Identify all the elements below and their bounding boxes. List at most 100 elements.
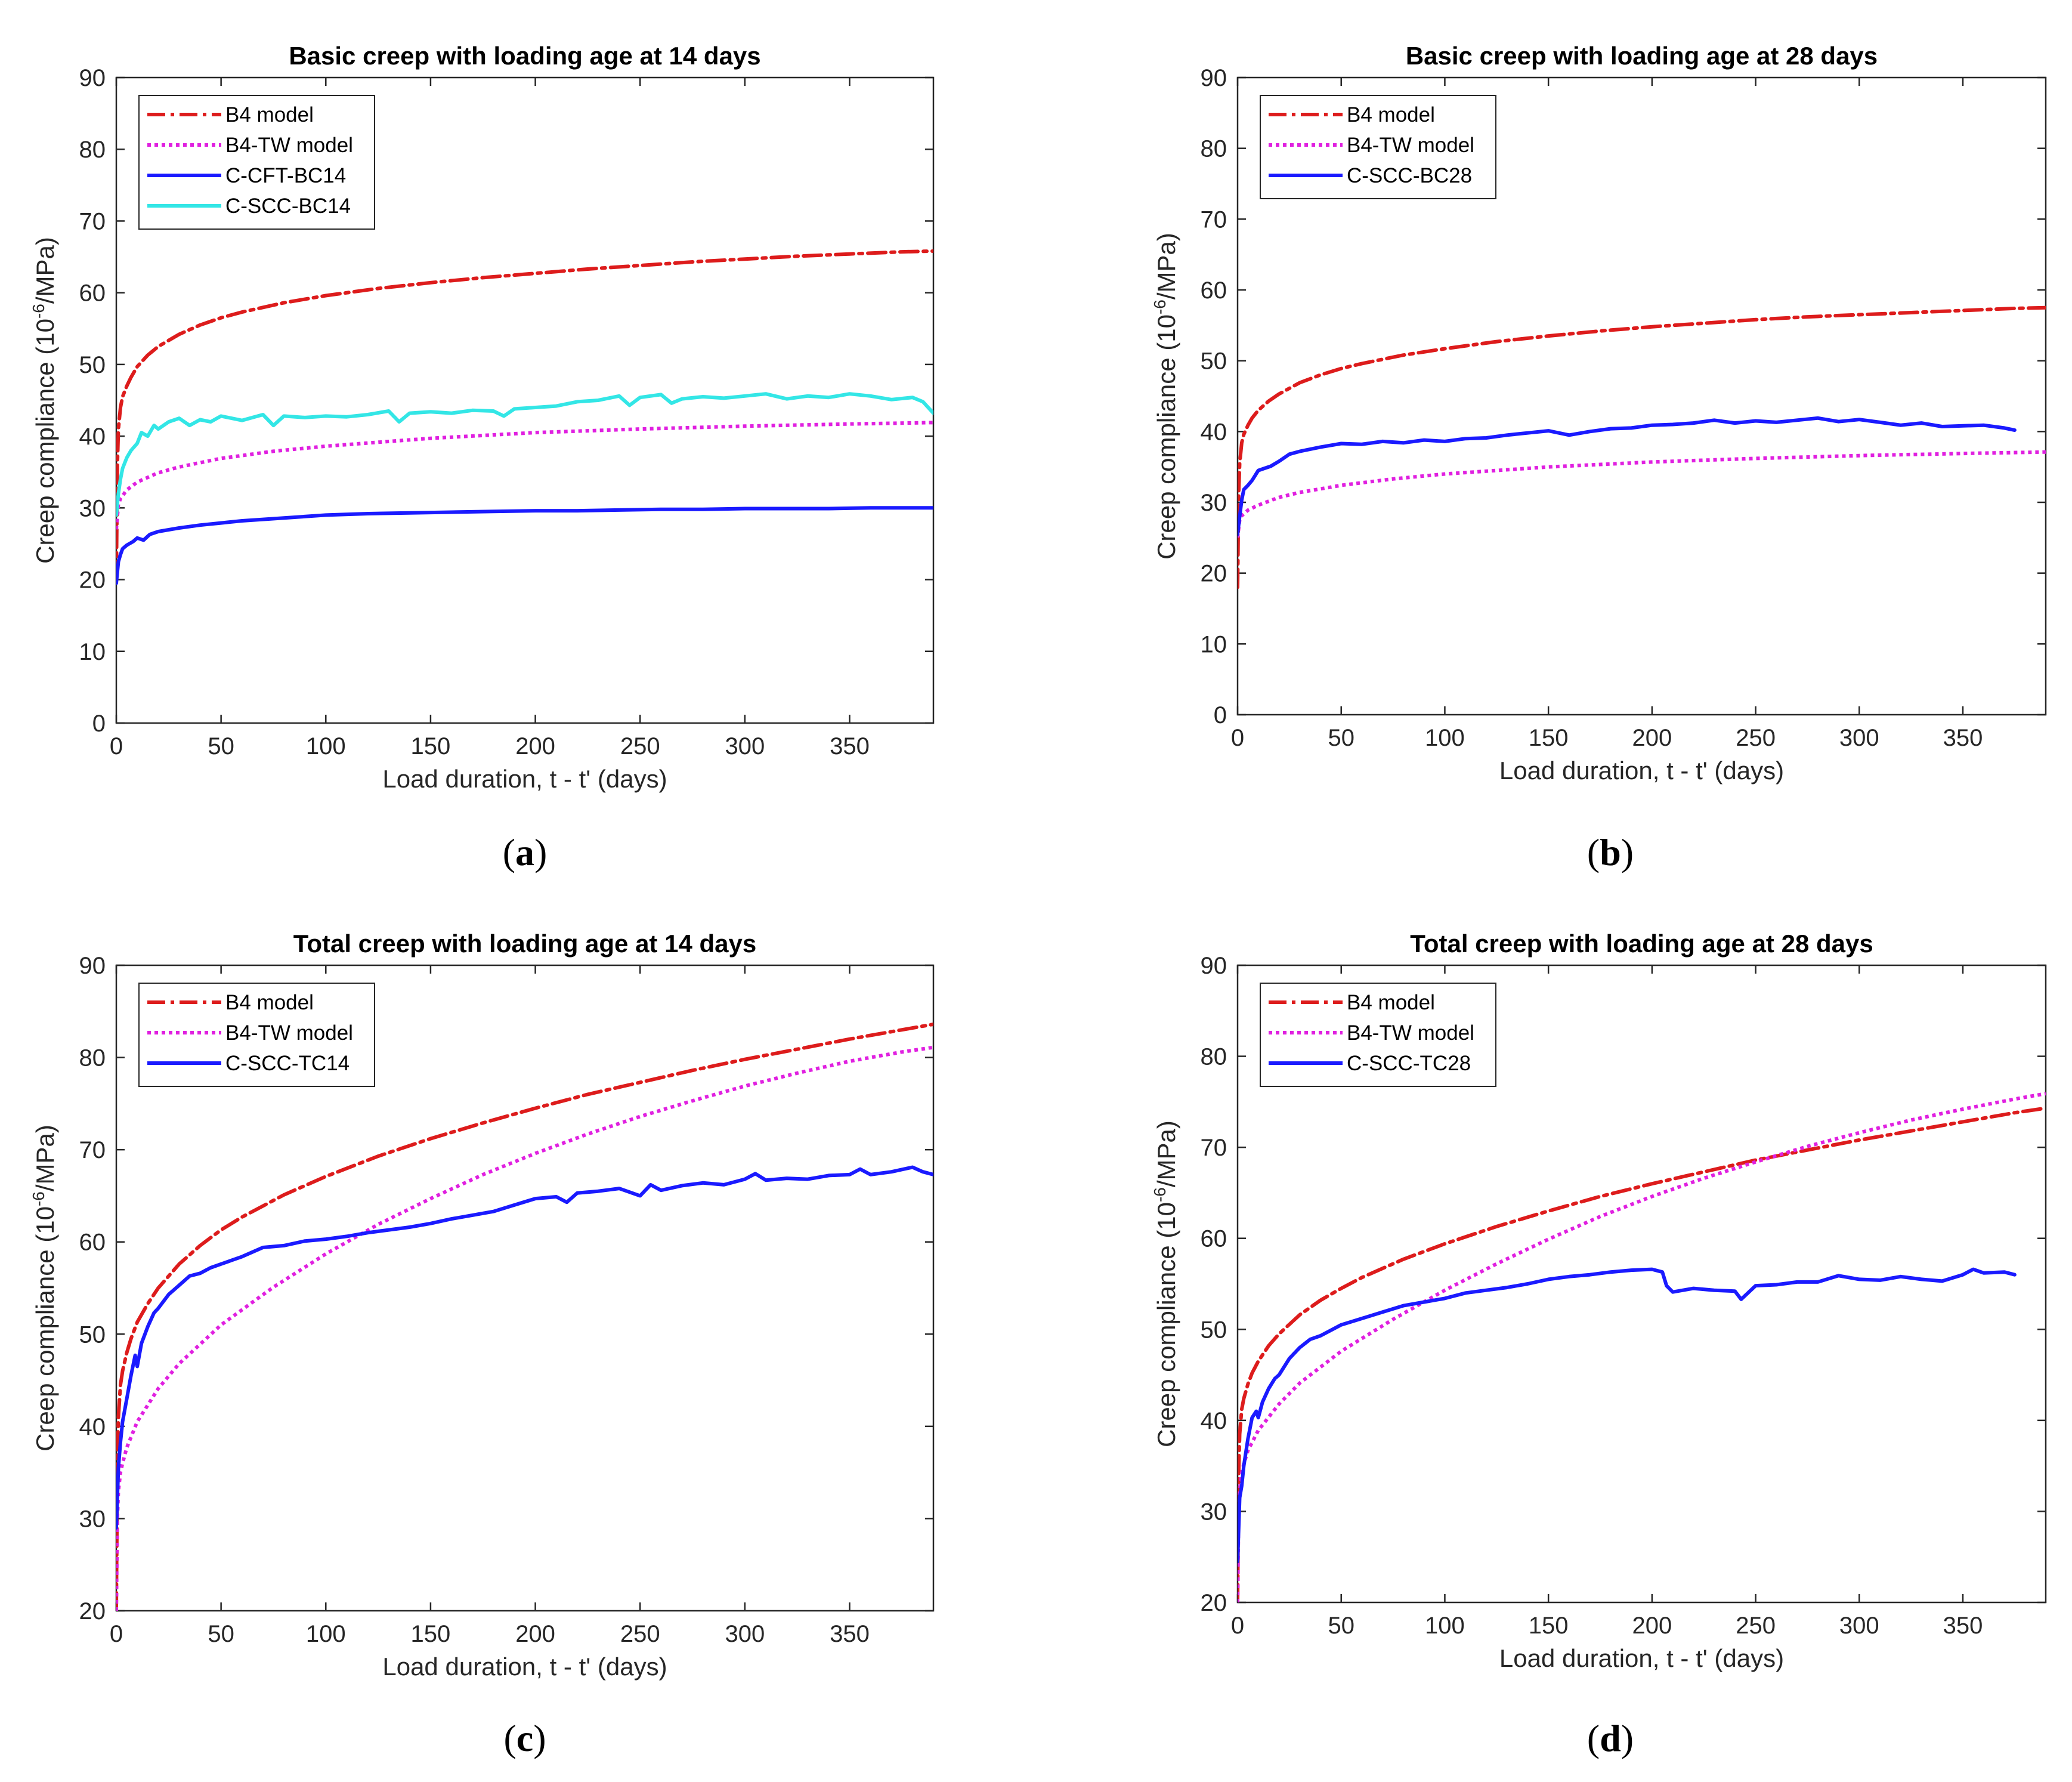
caption-letter: c bbox=[517, 1717, 533, 1759]
x-tick-label: 50 bbox=[1328, 1613, 1354, 1639]
series-group bbox=[1238, 1092, 2046, 1602]
y-tick-label: 50 bbox=[79, 352, 106, 378]
series-line-b4-tw-model bbox=[116, 1045, 933, 1611]
y-axis-label-main: Creep compliance (10 bbox=[31, 1206, 59, 1451]
legend-label: B4-TW model bbox=[1347, 1021, 1474, 1045]
y-tick-label: 40 bbox=[79, 1414, 106, 1440]
caption-open-paren: ( bbox=[1587, 1717, 1600, 1759]
y-tick-label: 60 bbox=[1201, 277, 1227, 304]
legend-box bbox=[1260, 983, 1496, 1087]
y-tick-label: 40 bbox=[1201, 1408, 1227, 1434]
chart-panel-d: 0 50 100 150 200 250 300 350 20 30 40 50 60 70 80 90 Tot… bbox=[1151, 929, 2047, 1759]
y-axis-label: Creep compliance (10-6/MPa) bbox=[29, 1125, 59, 1451]
x-tick-label: 350 bbox=[830, 1621, 870, 1647]
y-axis-label: Creep compliance (10-6/MPa) bbox=[1151, 233, 1180, 560]
y-tick-label: 50 bbox=[1201, 1317, 1227, 1343]
y-tick-label: 70 bbox=[1201, 1135, 1227, 1161]
y-axis-label-exponent: -6 bbox=[29, 304, 48, 319]
y-axis-label-main: Creep compliance (10 bbox=[1152, 314, 1180, 560]
legend: B4 model B4-TW model C-CFT-BC14 C-SCC-BC14 bbox=[138, 95, 375, 230]
x-tick-label: 0 bbox=[110, 733, 123, 759]
series-line-b4-model bbox=[1238, 1106, 2046, 1602]
x-axis-label: Load duration, t - t' (days) bbox=[1499, 1644, 1784, 1672]
y-axis-label-unit: /MPa) bbox=[31, 237, 59, 304]
legend-box bbox=[1260, 95, 1496, 199]
y-tick-label: 60 bbox=[79, 280, 106, 307]
y-tick-label: 30 bbox=[79, 1506, 106, 1532]
y-axis-label-exponent: -6 bbox=[1151, 1187, 1169, 1202]
x-tick-label: 250 bbox=[620, 733, 660, 759]
series-line-c-cft-bc14 bbox=[116, 506, 933, 585]
x-tick-label: 50 bbox=[208, 1621, 234, 1647]
y-tick-label: 0 bbox=[92, 711, 106, 737]
legend: B4 model B4-TW model C-SCC-TC28 bbox=[1260, 983, 1496, 1087]
y-tick-label: 20 bbox=[1201, 561, 1227, 587]
x-tick-label: 150 bbox=[411, 1621, 451, 1647]
chart-panel-c: 0 50 100 150 200 250 300 350 20 30 40 50 60 70 80 90 Tot… bbox=[29, 929, 935, 1759]
y-tick-label: 30 bbox=[1201, 1499, 1227, 1525]
x-tick-label: 350 bbox=[1943, 725, 1983, 751]
chart-title: Basic creep with loading age at 14 days bbox=[289, 42, 760, 70]
series-group bbox=[116, 249, 933, 585]
x-tick-label: 200 bbox=[1632, 725, 1672, 751]
caption-letter: a bbox=[515, 831, 534, 873]
y-tick-label: 80 bbox=[79, 137, 106, 163]
y-tick-label: 20 bbox=[79, 567, 106, 594]
y-tick-label: 90 bbox=[1201, 953, 1227, 979]
series-line-b4-tw-model bbox=[116, 421, 933, 530]
x-tick-label: 50 bbox=[1328, 725, 1354, 751]
y-tick-label: 90 bbox=[79, 65, 106, 91]
legend-label: C-SCC-BC14 bbox=[225, 194, 351, 218]
y-tick-label: 50 bbox=[1201, 348, 1227, 375]
panel-caption: (d) bbox=[1587, 1717, 1634, 1759]
x-tick-label: 350 bbox=[1943, 1613, 1983, 1639]
legend: B4 model B4-TW model C-SCC-TC14 bbox=[138, 983, 375, 1087]
x-tick-label: 250 bbox=[620, 1621, 660, 1647]
y-axis-label-unit: /MPa) bbox=[31, 1125, 59, 1191]
x-tick-label: 100 bbox=[1425, 725, 1465, 751]
caption-close-paren: ) bbox=[534, 831, 547, 873]
y-tick-label: 60 bbox=[79, 1230, 106, 1256]
y-tick-label: 10 bbox=[1201, 631, 1227, 657]
series-line-b4-tw-model bbox=[1238, 450, 2046, 538]
series-line-b4-model bbox=[116, 1022, 933, 1611]
x-tick-label: 0 bbox=[1231, 1613, 1244, 1639]
legend: B4 model B4-TW model C-SCC-BC28 bbox=[1260, 95, 1496, 199]
y-axis-label-main: Creep compliance (10 bbox=[1152, 1202, 1180, 1447]
series-line-c-scc-tc28 bbox=[1238, 1267, 2017, 1564]
y-tick-label: 50 bbox=[79, 1321, 106, 1348]
y-tick-label: 10 bbox=[79, 639, 106, 665]
y-tick-label: 80 bbox=[1201, 136, 1227, 162]
x-tick-label: 200 bbox=[1632, 1613, 1672, 1639]
y-tick-label: 40 bbox=[79, 424, 106, 450]
series-group bbox=[1238, 305, 2046, 589]
chart-panel-a: 0 50 100 150 200 250 300 350 0 10 20 30 40 50 60 70 80 90… bbox=[29, 42, 935, 873]
y-tick-label: 90 bbox=[1201, 65, 1227, 91]
legend-label: B4-TW model bbox=[1347, 134, 1474, 157]
y-tick-label: 70 bbox=[1201, 206, 1227, 233]
legend-label: C-SCC-BC28 bbox=[1347, 164, 1472, 187]
series-line-c-scc-tc14 bbox=[116, 1165, 933, 1530]
chart-title: Basic creep with loading age at 28 days bbox=[1406, 42, 1878, 70]
caption-open-paren: ( bbox=[1587, 831, 1600, 873]
x-axis-label: Load duration, t - t' (days) bbox=[382, 1653, 667, 1681]
x-tick-label: 150 bbox=[1529, 725, 1569, 751]
caption-open-paren: ( bbox=[503, 1717, 516, 1759]
legend-label: C-SCC-TC28 bbox=[1347, 1052, 1471, 1075]
y-tick-label: 40 bbox=[1201, 419, 1227, 445]
legend-label: C-SCC-TC14 bbox=[225, 1052, 350, 1075]
y-axis-label-exponent: -6 bbox=[1151, 299, 1169, 314]
y-tick-label: 70 bbox=[79, 208, 106, 234]
caption-close-paren: ) bbox=[1621, 831, 1634, 873]
caption-letter: b bbox=[1600, 831, 1621, 873]
y-axis-label: Creep compliance (10-6/MPa) bbox=[29, 237, 59, 564]
x-axis-label: Load duration, t - t' (days) bbox=[382, 765, 667, 793]
caption-letter: d bbox=[1600, 1717, 1621, 1759]
x-axis-label: Load duration, t - t' (days) bbox=[1499, 756, 1784, 785]
y-axis-label-unit: /MPa) bbox=[1152, 1120, 1180, 1187]
y-axis-label: Creep compliance (10-6/MPa) bbox=[1151, 1120, 1180, 1447]
y-tick-label: 60 bbox=[1201, 1226, 1227, 1252]
chart-panel-b: 0 50 100 150 200 250 300 350 0 10 20 30 40 50 60 70 80 90… bbox=[1151, 42, 2047, 873]
series-line-c-scc-bc14 bbox=[116, 392, 933, 517]
x-tick-label: 300 bbox=[1839, 725, 1879, 751]
